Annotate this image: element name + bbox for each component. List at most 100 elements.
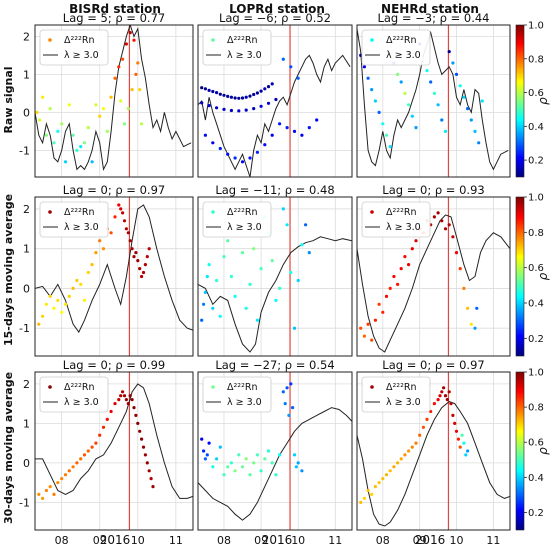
- scatter-point: [388, 286, 392, 290]
- scatter-point: [270, 82, 274, 86]
- scatter-point: [52, 492, 56, 496]
- scatter-point: [287, 413, 291, 417]
- scatter-point: [215, 278, 219, 283]
- scatter-point: [203, 290, 207, 294]
- scatter-point: [211, 89, 215, 94]
- scatter-point: [82, 141, 87, 145]
- scatter-point: [71, 465, 75, 469]
- scatter-point: [203, 87, 207, 91]
- scatter-point: [396, 282, 400, 286]
- lambda-line: [198, 54, 351, 177]
- scatter-point: [141, 270, 146, 275]
- x-tick-label: 11: [486, 534, 500, 547]
- scatter-point: [215, 91, 219, 95]
- scatter-point: [248, 282, 252, 286]
- scatter-point: [124, 42, 128, 46]
- panel-frame: [356, 24, 511, 178]
- scatter-point: [60, 477, 64, 481]
- scatter-point: [136, 421, 140, 425]
- scatter-point: [237, 96, 241, 100]
- scatter-point: [113, 402, 117, 406]
- scatter-point: [67, 469, 71, 473]
- scatter-point: [425, 417, 429, 421]
- scatter-point: [388, 469, 392, 473]
- scatter-point: [147, 469, 151, 473]
- scatter-point: [366, 322, 370, 326]
- scatter-point: [255, 318, 259, 322]
- scatter-point: [130, 398, 134, 402]
- scatter-point: [289, 270, 293, 275]
- scatter-point: [229, 108, 233, 113]
- scatter-point: [449, 402, 453, 406]
- scatter-point: [121, 57, 125, 61]
- legend-box: [202, 376, 272, 413]
- scatter-point: [101, 425, 106, 429]
- x-label-col-1: 2016: [262, 533, 293, 547]
- scatter-point: [82, 298, 87, 302]
- colorbar-tick-label: 0.2: [528, 508, 544, 519]
- scatter-point: [211, 306, 215, 310]
- scatter-point: [274, 97, 278, 102]
- scatter-point: [141, 445, 146, 449]
- scatter-point: [109, 231, 113, 235]
- scatter-point: [451, 413, 455, 417]
- colorbar-gradient: [515, 24, 525, 178]
- scatter-point: [266, 449, 271, 453]
- scatter-point: [149, 477, 153, 481]
- scatter-point: [94, 441, 98, 445]
- scatter-point: [370, 492, 374, 496]
- legend-box: [202, 201, 272, 238]
- panel-title: Lag = −27; ρ = 0.54: [215, 358, 334, 372]
- scatter-point: [399, 80, 403, 84]
- scatter-point: [285, 223, 289, 227]
- scatter-point: [285, 126, 289, 130]
- scatter-point: [244, 457, 248, 461]
- scatter-point: [218, 314, 222, 318]
- colorbar-gradient: [515, 371, 525, 531]
- scatter-point: [240, 96, 245, 100]
- x-tick-label: 09: [413, 534, 427, 547]
- scatter-point: [366, 488, 370, 493]
- panel-r0-c0: Lag = 5; ρ = 0.77 Δ²²²Rn λ ≥ 3.0 -1 0 1 2: [19, 11, 194, 178]
- scatter-point: [113, 76, 117, 80]
- lambda-line: [357, 214, 510, 353]
- scatter-point: [143, 263, 147, 267]
- scatter-point: [410, 445, 414, 449]
- scatter-point: [414, 239, 418, 243]
- scatter-point: [252, 92, 256, 97]
- scatter-point: [44, 302, 49, 306]
- scatter-point: [362, 496, 366, 500]
- scatter-point: [453, 421, 457, 425]
- panel-r1-c0: Lag = 0; ρ = 0.97 Δ²²²Rn λ ≥ 3.0 -1 0 1 2: [19, 183, 194, 357]
- colorbar-tick-label: 1.0: [528, 193, 544, 204]
- scatter-point: [454, 72, 459, 76]
- column-title-loprd: LOPRd station: [229, 2, 325, 16]
- scatter-point: [289, 382, 293, 386]
- scatter-point: [377, 110, 381, 114]
- scatter-point: [266, 101, 271, 105]
- scatter-point: [128, 239, 132, 243]
- scatter-point: [132, 38, 136, 42]
- scatter-point: [445, 398, 449, 402]
- scatter-point: [443, 129, 448, 133]
- scatter-point: [207, 104, 211, 108]
- scatter-point: [226, 239, 230, 243]
- scatter-point: [222, 473, 226, 477]
- scatter-point: [207, 88, 211, 92]
- y-tick-label: -1: [19, 496, 30, 509]
- scatter-point: [90, 445, 94, 449]
- legend-marker-scatter: [48, 38, 52, 42]
- scatter-point: [105, 129, 109, 133]
- panel-frame: [34, 371, 194, 531]
- scatter-point: [226, 152, 230, 156]
- scatter-point: [130, 88, 134, 92]
- scatter-point: [147, 247, 151, 251]
- scatter-point: [63, 473, 68, 477]
- legend-box: [39, 376, 109, 413]
- panel-title: Lag = 0; ρ = 0.93: [382, 183, 484, 197]
- scatter-point: [392, 274, 396, 279]
- scatter-point: [464, 453, 468, 457]
- panel-r1-c2: Lag = 0; ρ = 0.93 Δ²²²Rn λ ≥ 3.0: [356, 183, 511, 357]
- scatter-point: [399, 267, 403, 271]
- colorbar-tick-label: 0.4: [528, 122, 544, 133]
